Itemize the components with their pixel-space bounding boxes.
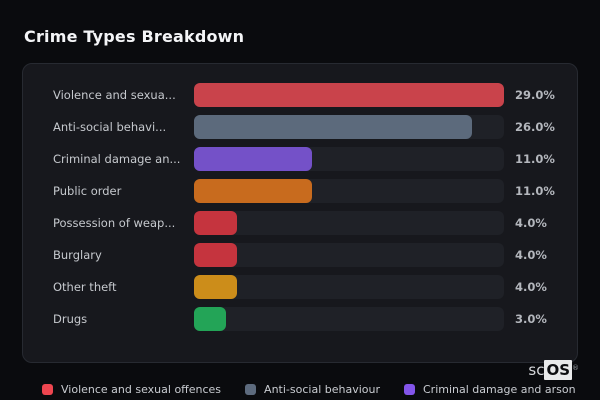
bar-value-label: 11.0% [515, 184, 555, 198]
scos-logo: sc OS ® [528, 360, 579, 380]
bar-track [194, 275, 504, 299]
legend-item[interactable]: Anti-social behaviour [245, 383, 380, 396]
bar-track [194, 83, 504, 107]
legend-item[interactable]: Criminal damage and arson [404, 383, 576, 396]
bar-category-label: Anti-social behavi... [53, 120, 167, 134]
bar-track [194, 307, 504, 331]
bar-track [194, 179, 504, 203]
bar-category-label: Possession of weap... [53, 216, 176, 230]
legend-item[interactable]: Violence and sexual offences [42, 383, 221, 396]
bar-category-label: Criminal damage an... [53, 152, 181, 166]
bar-fill [194, 147, 312, 171]
legend-item-label: Violence and sexual offences [61, 383, 222, 396]
chart-legend: Violence and sexual offences Anti-social… [42, 383, 576, 396]
legend-swatch-icon [42, 384, 53, 395]
bar-category-label: Burglary [53, 248, 102, 262]
bar-value-label: 29.0% [515, 88, 555, 102]
registered-trademark-icon: ® [572, 364, 579, 372]
bar-fill [194, 275, 237, 299]
bar-row: Anti-social behavi... 26.0% [23, 115, 577, 139]
bar-row: Violence and sexua... 29.0% [23, 83, 577, 107]
legend-item-label: Anti-social behaviour [264, 383, 380, 396]
legend-swatch-icon [245, 384, 257, 395]
bar-row: Drugs 3.0% [23, 307, 577, 331]
bar-category-label: Violence and sexua... [53, 88, 176, 102]
bar-row: Other theft 4.0% [23, 275, 577, 299]
bar-fill [194, 115, 472, 139]
bar-track [194, 211, 504, 235]
bar-category-label: Other theft [53, 280, 117, 294]
bar-category-label: Public order [53, 184, 122, 198]
bar-value-label: 26.0% [515, 120, 555, 134]
bar-value-label: 11.0% [515, 152, 555, 166]
bar-category-label: Drugs [53, 312, 88, 326]
legend-item-label: Criminal damage and arson [423, 383, 576, 396]
page-title: Crime Types Breakdown [24, 27, 245, 46]
bar-track [194, 147, 504, 171]
bar-value-label: 4.0% [515, 216, 547, 230]
bar-value-label: 4.0% [515, 248, 547, 262]
scos-logo-prefix: sc [528, 361, 545, 379]
crime-types-chart-card: Violence and sexua... 29.0% Anti-social … [22, 63, 578, 363]
bar-track [194, 115, 504, 139]
bar-row: Public order 11.0% [23, 179, 577, 203]
bar-value-label: 3.0% [515, 312, 547, 326]
bar-fill [194, 243, 237, 267]
bar-value-label: 4.0% [515, 280, 547, 294]
bar-fill [194, 83, 504, 107]
bar-fill [194, 307, 227, 331]
bar-row: Possession of weap... 4.0% [23, 211, 577, 235]
scos-logo-suffix: OS [544, 360, 572, 380]
bar-fill [194, 179, 312, 203]
legend-swatch-icon [404, 384, 415, 395]
bar-rows: Violence and sexua... 29.0% Anti-social … [23, 64, 577, 331]
bar-row: Criminal damage an... 11.0% [23, 147, 577, 171]
bar-row: Burglary 4.0% [23, 243, 577, 267]
bar-fill [194, 211, 237, 235]
bar-track [194, 243, 504, 267]
